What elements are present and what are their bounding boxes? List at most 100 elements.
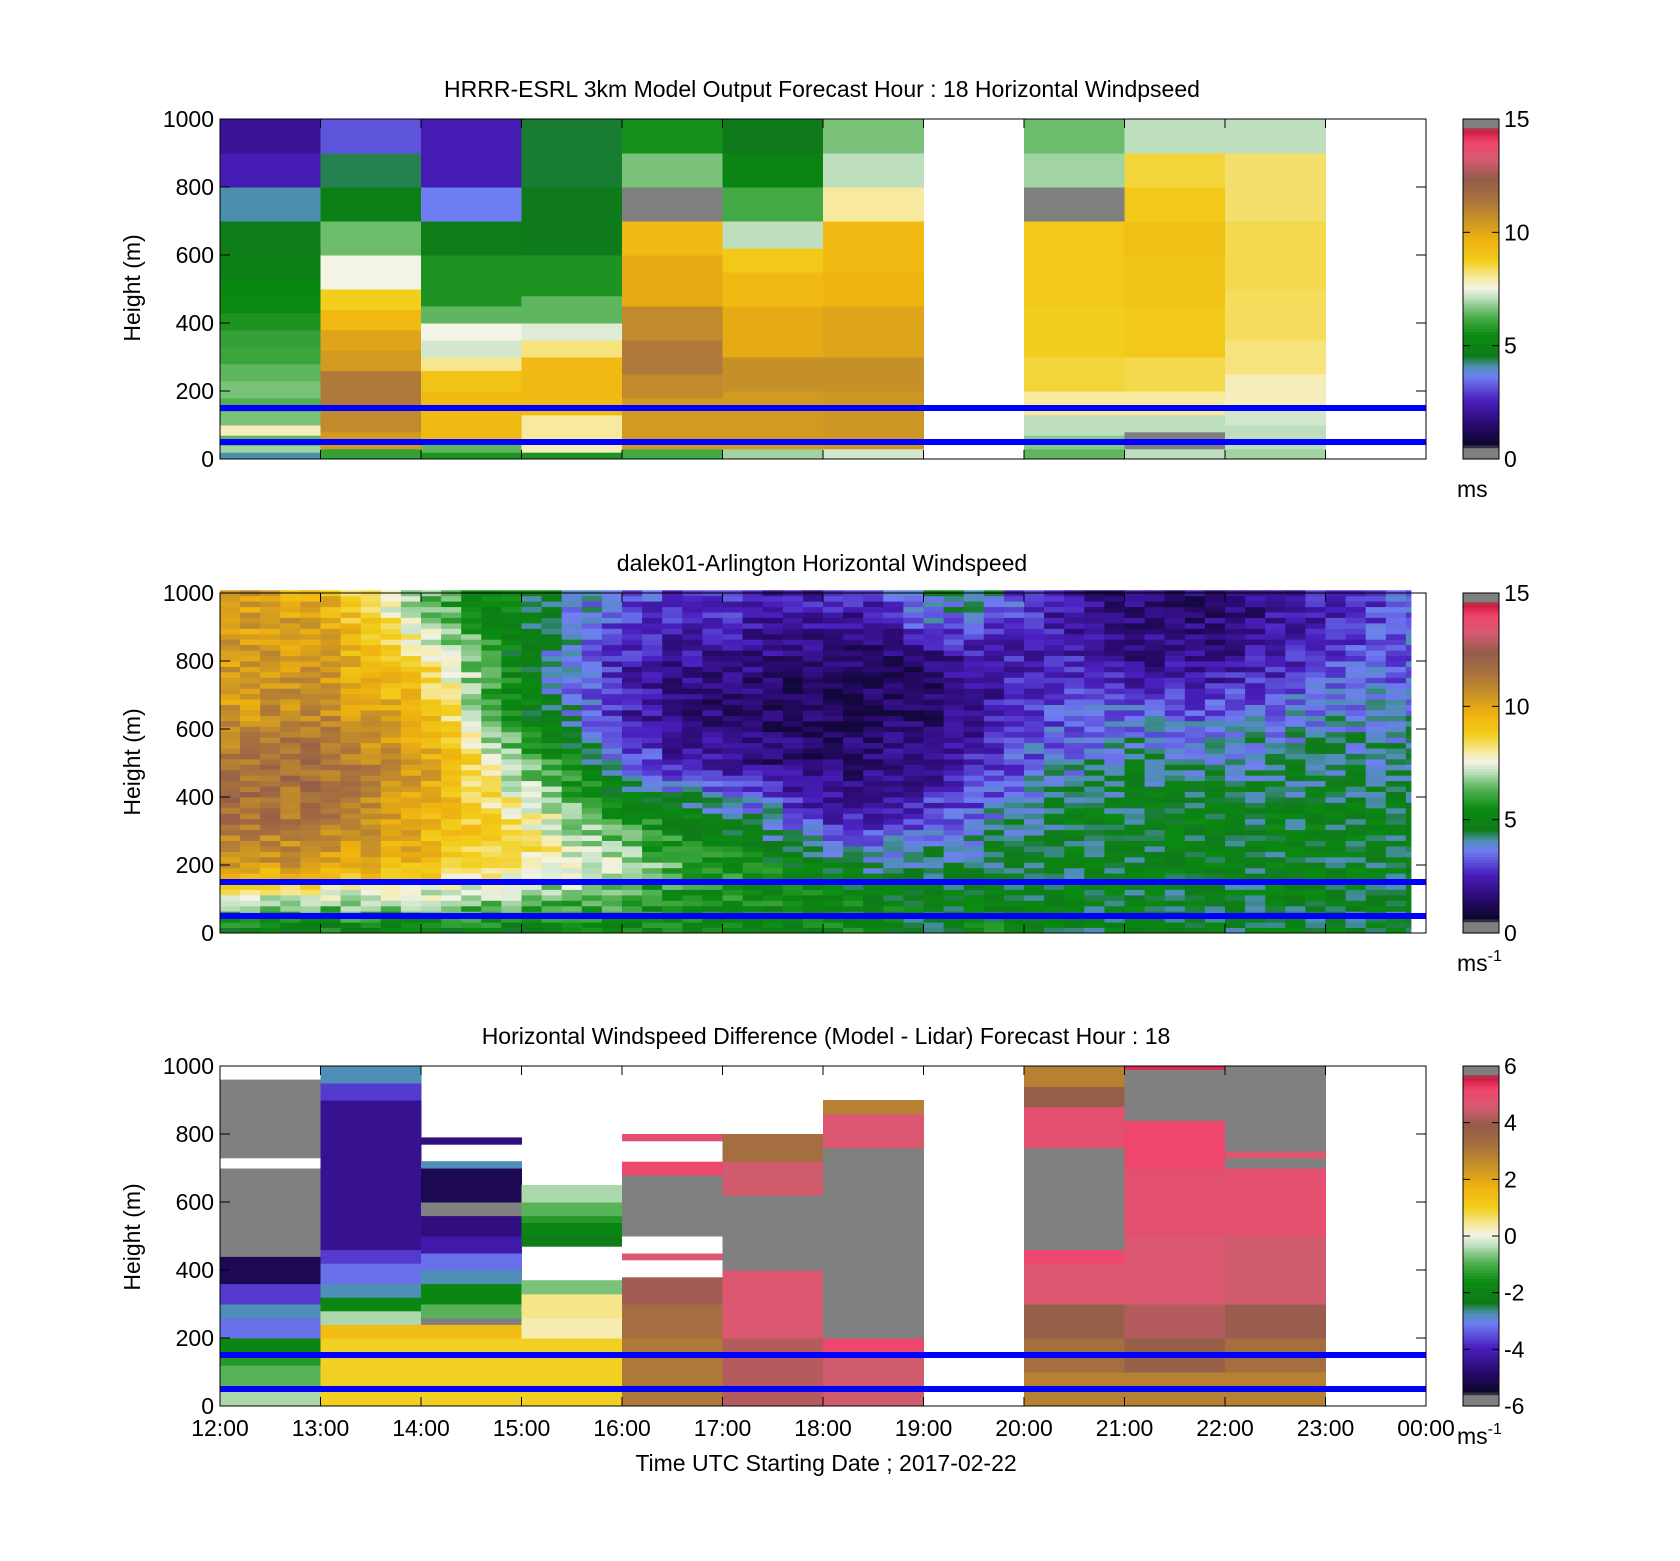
heatmap-cell [923, 894, 945, 901]
colorbar-segment [1463, 119, 1499, 123]
heatmap-cell [1265, 710, 1286, 716]
heatmap-cell [1365, 824, 1387, 831]
heatmap-cell [240, 737, 261, 744]
heatmap-cell [622, 737, 643, 744]
heatmap-cell [1405, 927, 1412, 934]
heatmap-cell [843, 704, 864, 711]
heatmap-cell [400, 655, 422, 662]
heatmap-cell [360, 780, 382, 787]
colorbar-segment [1463, 680, 1499, 685]
heatmap-cell [722, 1270, 824, 1339]
colorbar-segment [1463, 396, 1499, 401]
heatmap-cell [1184, 710, 1206, 716]
heatmap-cell [461, 704, 482, 711]
heatmap-cell [802, 644, 824, 651]
heatmap-cell [421, 661, 442, 667]
heatmap-cell [441, 922, 462, 928]
colorbar-segment [1463, 714, 1499, 719]
heatmap-cell [782, 873, 804, 880]
heatmap-cell [481, 829, 502, 836]
colorbar-segment [1463, 255, 1499, 259]
heatmap-cell [541, 715, 563, 722]
heatmap-cell [561, 628, 583, 635]
heatmap-cell [923, 922, 945, 928]
heatmap-cell [320, 840, 342, 847]
heatmap-cell [1305, 758, 1326, 765]
heatmap-cell [581, 671, 603, 678]
y-tick-label: 800 [176, 648, 214, 674]
colorbar-segment [1463, 904, 1499, 909]
heatmap-cell [300, 802, 321, 809]
colorbar-segment [1463, 825, 1499, 829]
heatmap-cell [1225, 1066, 1326, 1152]
heatmap-cell [903, 595, 924, 602]
heatmap-cell [1345, 862, 1367, 869]
heatmap-cell [1104, 655, 1125, 662]
heatmap-cell [1044, 884, 1065, 890]
heatmap-cell [581, 840, 603, 847]
heatmap-cell [320, 829, 342, 836]
heatmap-cell [682, 884, 703, 890]
heatmap-cell [923, 612, 945, 618]
heatmap-cell [682, 720, 703, 727]
heatmap-cell [280, 688, 301, 695]
heatmap-cell [1345, 824, 1367, 831]
heatmap-cell [823, 769, 844, 776]
heatmap-cell [742, 753, 764, 760]
heatmap-cell [1265, 758, 1286, 765]
heatmap-cell [1064, 818, 1085, 825]
heatmap-cell [400, 813, 422, 820]
heatmap-cell [340, 807, 362, 814]
heatmap-cell [722, 119, 824, 154]
heatmap-cell [802, 818, 824, 825]
heatmap-cell [742, 818, 764, 825]
heatmap-cell [340, 829, 362, 836]
heatmap-cell [461, 807, 482, 814]
heatmap-cell [300, 720, 321, 727]
heatmap-cell [320, 824, 342, 831]
heatmap-cell [963, 742, 985, 749]
heatmap-cell [963, 829, 985, 836]
colorbar-segment [1463, 862, 1499, 866]
heatmap-cell [1044, 612, 1065, 618]
heatmap-cell [782, 753, 804, 760]
heatmap-cell [983, 840, 1005, 847]
heatmap-cell [1385, 797, 1407, 803]
heatmap-cell [601, 661, 623, 667]
heatmap-cell [1204, 748, 1226, 754]
heatmap-cell [1064, 840, 1085, 847]
heatmap-cell [421, 323, 522, 341]
heatmap-cell [642, 824, 663, 831]
heatmap-cell [662, 699, 683, 705]
heatmap-cell [1024, 775, 1045, 782]
heatmap-cell [340, 791, 362, 798]
heatmap-cell [601, 617, 623, 624]
heatmap-cell [300, 742, 321, 749]
heatmap-cell [320, 769, 342, 776]
heatmap-cell [1044, 889, 1065, 896]
heatmap-cell [461, 726, 482, 733]
heatmap-cell [983, 655, 1005, 662]
heatmap-cell [501, 601, 522, 608]
heatmap-cell [1024, 862, 1045, 869]
heatmap-cell [360, 726, 382, 733]
heatmap-cell [622, 846, 643, 852]
heatmap-cell [983, 807, 1005, 814]
heatmap-cell [1204, 856, 1226, 863]
heatmap-cell [782, 835, 804, 841]
heatmap-cell [642, 873, 663, 880]
heatmap-cell [642, 758, 663, 765]
heatmap-cell [843, 742, 864, 749]
heatmap-cell [762, 639, 784, 646]
colorbar-segment [1463, 1247, 1499, 1251]
heatmap-cell [1084, 813, 1105, 820]
colorbar-segment [1463, 238, 1499, 242]
heatmap-cell [1285, 693, 1306, 700]
heatmap-cell [943, 606, 965, 613]
heatmap-cell [461, 737, 482, 744]
heatmap-cell [561, 916, 583, 923]
heatmap-cell [1345, 617, 1367, 624]
heatmap-cell [300, 884, 321, 890]
heatmap-cell [923, 650, 945, 656]
heatmap-cell [722, 644, 744, 651]
